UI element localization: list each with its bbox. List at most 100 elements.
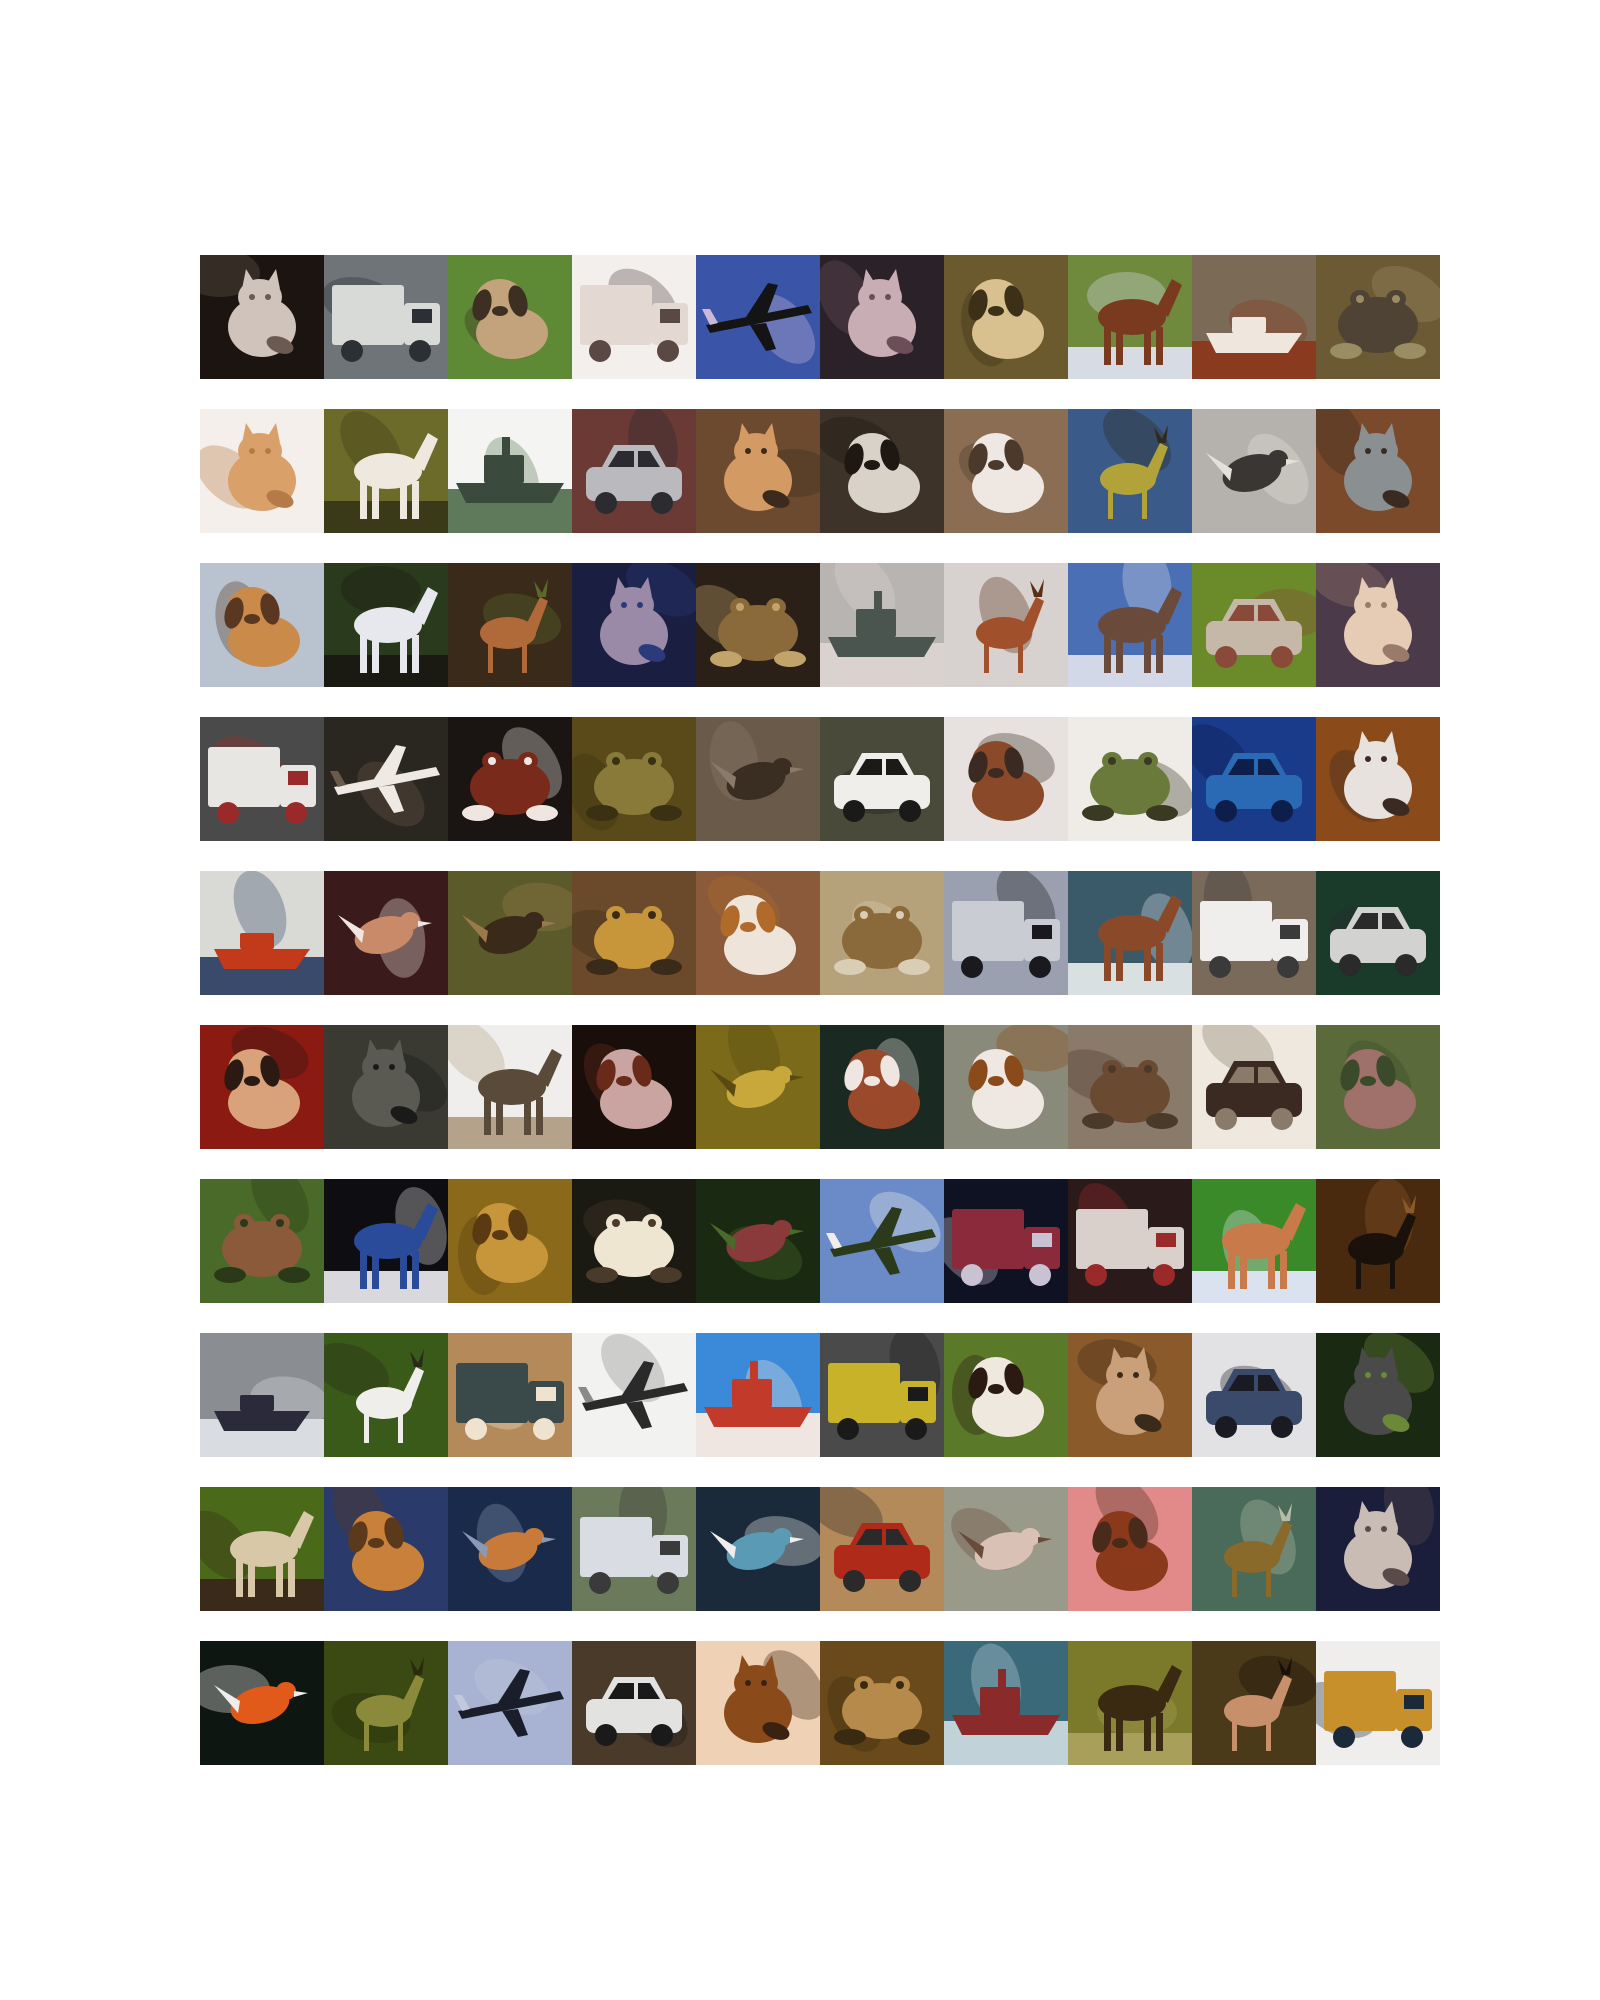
sample-image-cat: [1316, 563, 1440, 687]
car-picture: [572, 1641, 696, 1765]
sample-image-frog: [820, 1641, 944, 1765]
bird-picture: [1192, 409, 1316, 533]
sample-image-frog: [1316, 255, 1440, 379]
sample-image-ship: [448, 409, 572, 533]
car-picture: [820, 717, 944, 841]
ship-picture: [944, 1641, 1068, 1765]
truck-picture: [572, 1487, 696, 1611]
sample-image-cat: [1316, 409, 1440, 533]
dog-picture: [572, 1025, 696, 1149]
sample-image-deer: [1192, 1641, 1316, 1765]
sample-image-dog: [448, 1179, 572, 1303]
sample-image-deer: [1316, 1179, 1440, 1303]
car-picture: [1192, 1333, 1316, 1457]
horse-picture: [1068, 255, 1192, 379]
sample-image-airplane: [696, 255, 820, 379]
sample-image-dog: [448, 255, 572, 379]
sample-image-bird: [696, 1025, 820, 1149]
sample-image-dog: [696, 871, 820, 995]
sample-image-truck: [1068, 1179, 1192, 1303]
sample-image-truck: [1316, 1641, 1440, 1765]
sample-image-cat: [696, 1641, 820, 1765]
sample-image-horse: [200, 1487, 324, 1611]
dog-picture: [944, 409, 1068, 533]
horse-picture: [324, 1179, 448, 1303]
sample-image-horse: [1068, 563, 1192, 687]
sample-image-dog: [820, 1025, 944, 1149]
sample-image-car: [1316, 871, 1440, 995]
airplane-picture: [572, 1333, 696, 1457]
car-picture: [1192, 717, 1316, 841]
cat-picture: [696, 409, 820, 533]
sample-image-bird: [944, 1487, 1068, 1611]
sample-image-dog: [1316, 1025, 1440, 1149]
truck-picture: [944, 1179, 1068, 1303]
airplane-picture: [324, 717, 448, 841]
sample-image-cat: [1316, 1333, 1440, 1457]
truck-picture: [324, 255, 448, 379]
sample-image-frog: [1068, 1025, 1192, 1149]
sample-image-dog: [944, 717, 1068, 841]
cat-picture: [1316, 563, 1440, 687]
sample-image-cat: [572, 563, 696, 687]
horse-picture: [324, 563, 448, 687]
sample-image-dog: [324, 1487, 448, 1611]
sample-image-horse: [1068, 1641, 1192, 1765]
bird-picture: [324, 871, 448, 995]
ship-picture: [696, 1333, 820, 1457]
car-picture: [1192, 1025, 1316, 1149]
frog-picture: [1068, 1025, 1192, 1149]
sample-image-car: [1192, 563, 1316, 687]
sample-image-horse: [324, 563, 448, 687]
sample-image-car: [572, 1641, 696, 1765]
sample-image-cat: [820, 255, 944, 379]
truck-picture: [572, 255, 696, 379]
frog-picture: [1068, 717, 1192, 841]
bird-picture: [944, 1487, 1068, 1611]
deer-picture: [448, 563, 572, 687]
sample-image-bird: [696, 1179, 820, 1303]
sample-image-deer: [324, 1333, 448, 1457]
frog-picture: [448, 717, 572, 841]
sample-image-deer: [1192, 1487, 1316, 1611]
bird-picture: [448, 1487, 572, 1611]
sample-image-horse: [324, 1179, 448, 1303]
sample-image-horse: [324, 409, 448, 533]
cat-picture: [1316, 1487, 1440, 1611]
dog-picture: [944, 717, 1068, 841]
sample-image-dog: [572, 1025, 696, 1149]
deer-picture: [324, 1641, 448, 1765]
dog-picture: [820, 1025, 944, 1149]
sample-image-frog: [696, 563, 820, 687]
sample-image-truck: [448, 1333, 572, 1457]
sample-image-bird: [448, 1487, 572, 1611]
frog-picture: [820, 1641, 944, 1765]
horse-picture: [448, 1025, 572, 1149]
sample-image-truck: [572, 1487, 696, 1611]
sample-image-truck: [944, 1179, 1068, 1303]
dog-picture: [324, 1487, 448, 1611]
truck-picture: [1316, 1641, 1440, 1765]
sample-image-frog: [448, 717, 572, 841]
sample-image-cat: [696, 409, 820, 533]
frog-picture: [572, 717, 696, 841]
horse-picture: [1068, 871, 1192, 995]
bird-picture: [696, 1025, 820, 1149]
sample-image-airplane: [324, 717, 448, 841]
deer-picture: [324, 1333, 448, 1457]
sample-image-frog: [820, 871, 944, 995]
dog-picture: [944, 255, 1068, 379]
dog-picture: [696, 871, 820, 995]
dog-picture: [1316, 1025, 1440, 1149]
cat-picture: [696, 1641, 820, 1765]
car-picture: [1316, 871, 1440, 995]
sample-image-truck: [1192, 871, 1316, 995]
frog-picture: [696, 563, 820, 687]
horse-picture: [1068, 563, 1192, 687]
truck-picture: [944, 871, 1068, 995]
sample-image-bird: [200, 1641, 324, 1765]
sample-image-bird: [696, 1487, 820, 1611]
bird-picture: [448, 871, 572, 995]
sample-image-cat: [200, 255, 324, 379]
dog-picture: [200, 563, 324, 687]
